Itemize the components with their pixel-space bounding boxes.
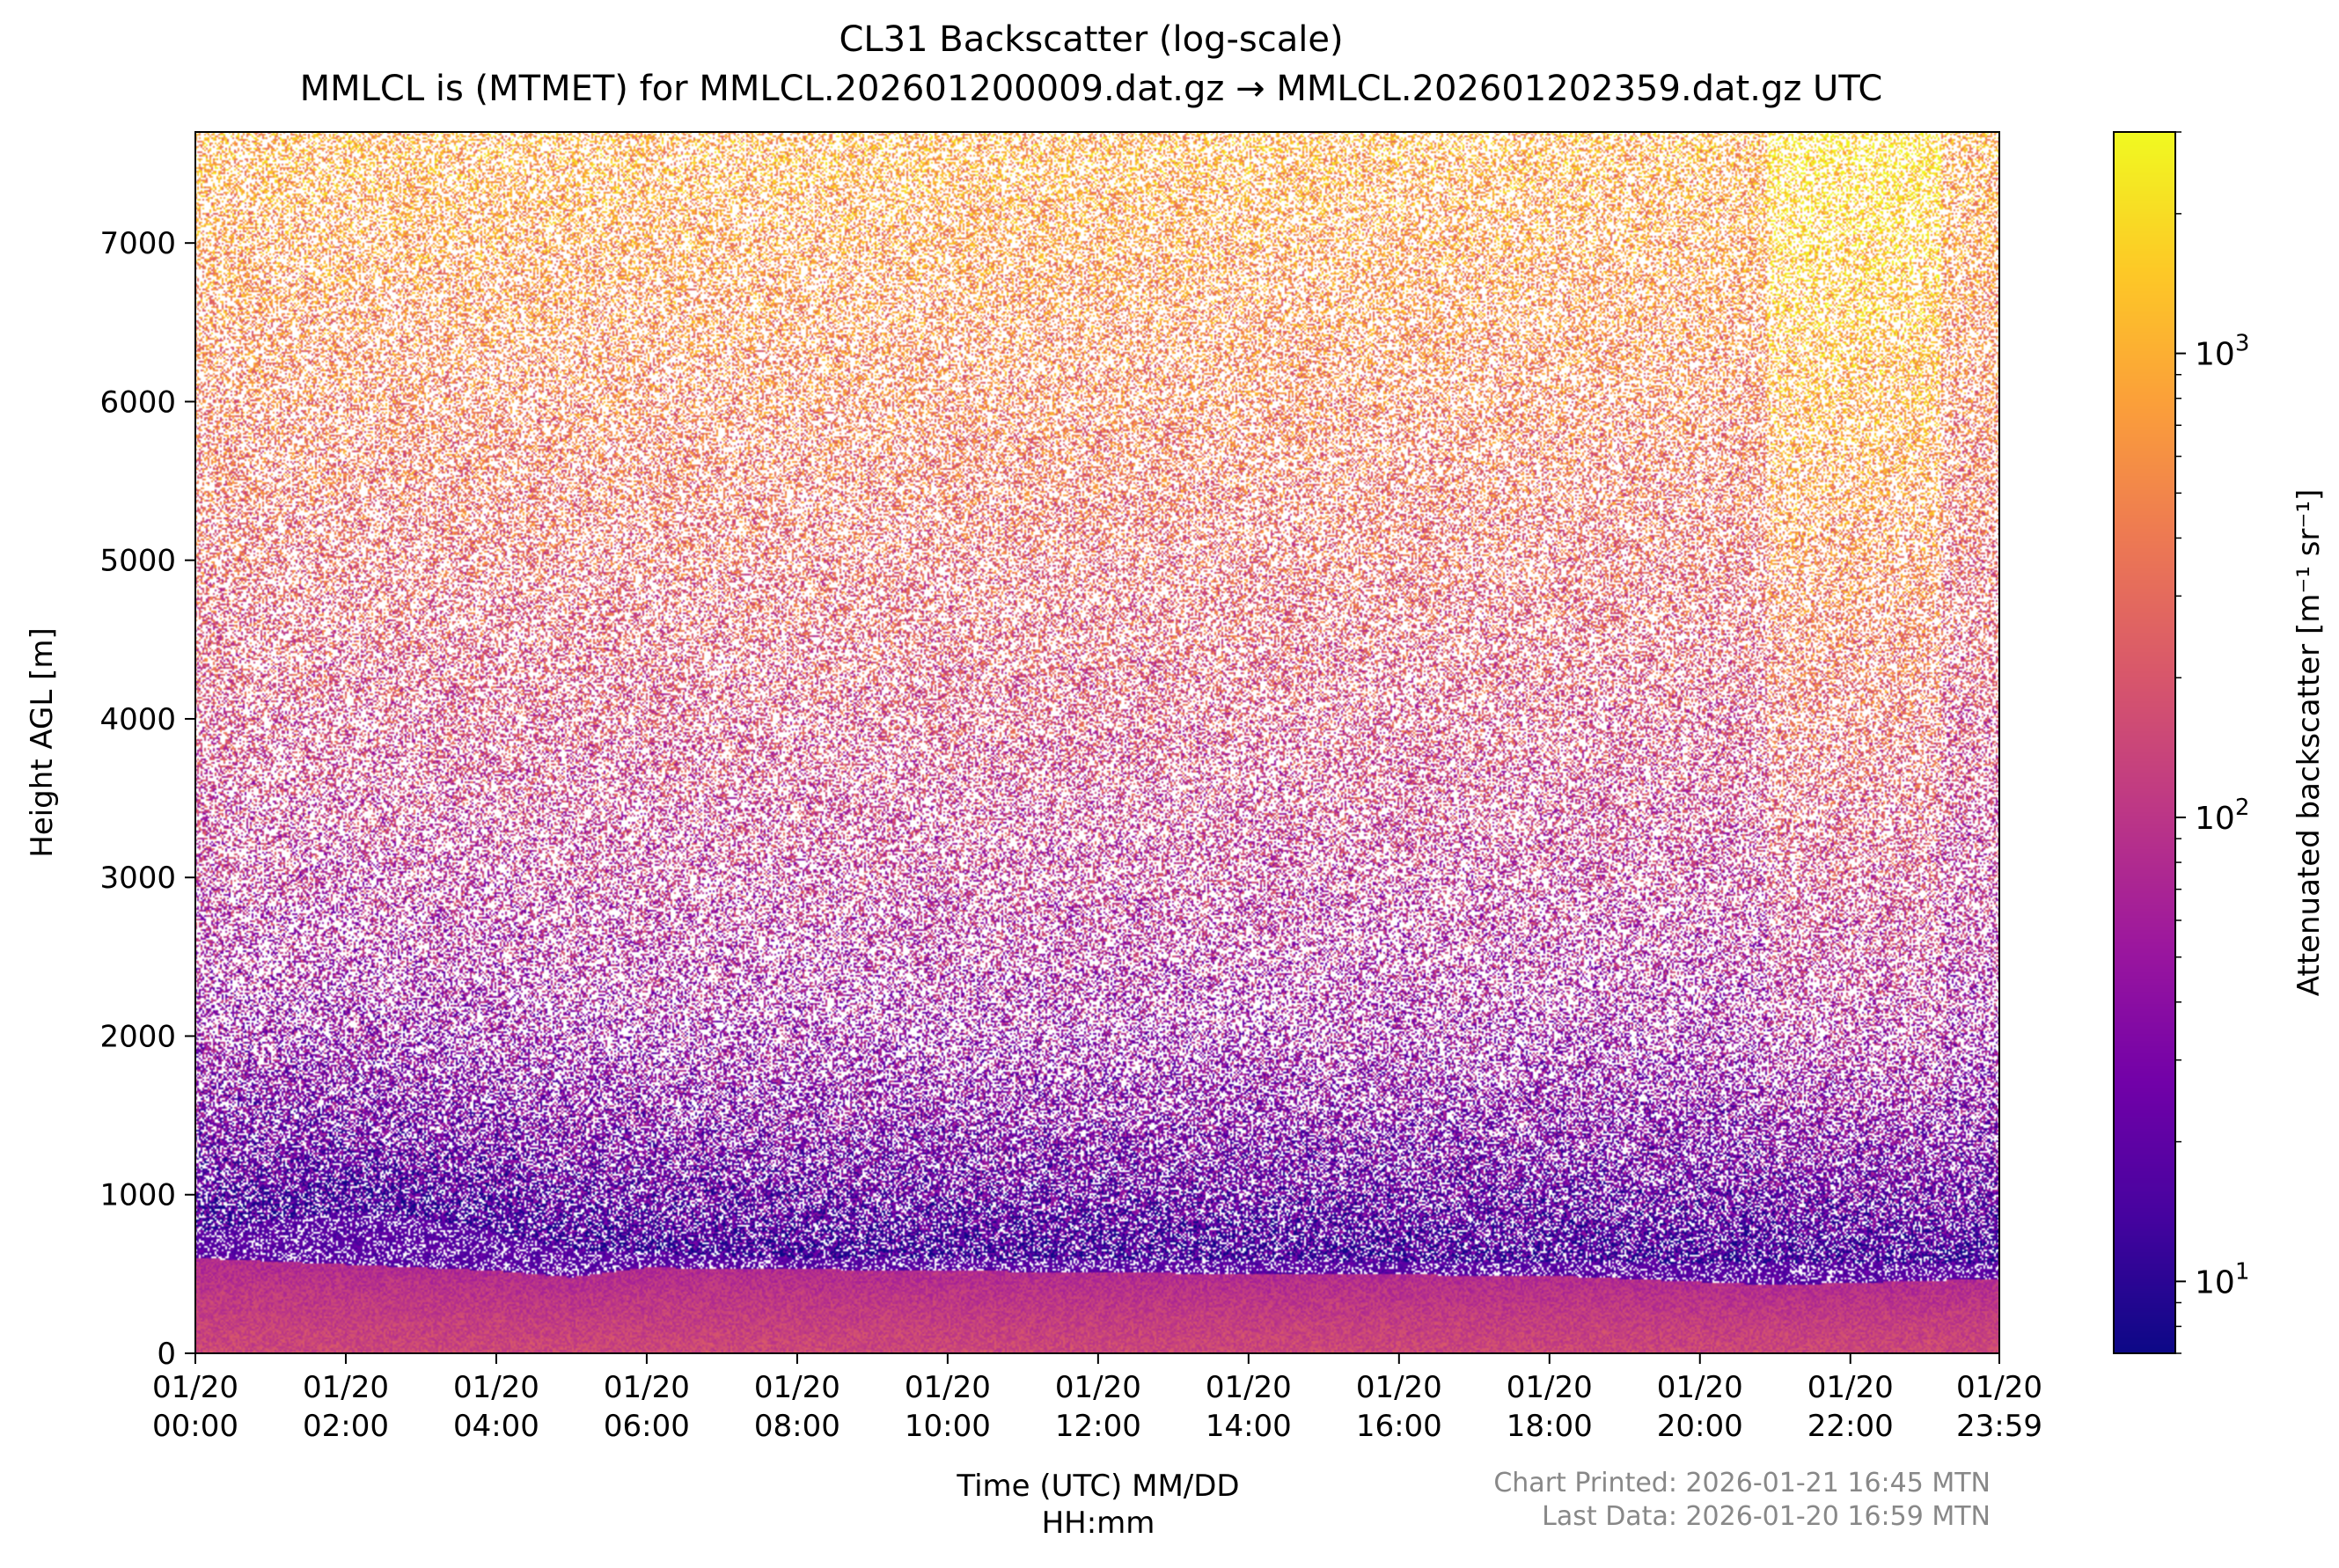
y-axis-label: Height AGL [m] [25,627,60,858]
x-tick-date: 01/20 [1657,1370,1743,1405]
x-tick-date: 01/20 [303,1370,389,1405]
colorbar-gradient [2114,132,2175,1353]
x-tick-time: 23:59 [1956,1409,2042,1444]
x-tick-date: 01/20 [1055,1370,1141,1405]
x-tick-time: 10:00 [905,1409,991,1444]
x-axis-label-line1: Time (UTC) MM/DD [957,1469,1240,1504]
x-tick-date: 01/20 [905,1370,991,1405]
plot-area [195,132,1999,1353]
chart-subtitle: MMLCL is (MTMET) for MMLCL.202601200009.… [299,69,1883,109]
y-tick-label: 7000 [99,226,176,261]
colorbar-label: Attenuated backscatter [m⁻¹ sr⁻¹] [2291,488,2327,997]
x-axis-label: Time (UTC) MM/DD HH:mm [957,1468,1239,1542]
x-tick-date: 01/20 [1507,1370,1593,1405]
x-tick-date: 01/20 [1206,1370,1292,1405]
y-tick-label: 5000 [99,544,176,579]
colorbar-tick-label: 102 [2195,795,2249,837]
x-tick-date: 01/20 [754,1370,840,1405]
x-tick-date: 01/20 [604,1370,690,1405]
x-tick-time: 14:00 [1206,1409,1292,1444]
y-axis: 0 1000 2000 3000 4000 5000 6000 7000 [99,226,195,1372]
x-tick-time: 06:00 [604,1409,690,1444]
x-tick-time: 02:00 [303,1409,389,1444]
colorbar-axis: 101 102 103 [2175,131,2249,1354]
x-tick-date: 01/20 [152,1370,238,1405]
colorbar-frame [2113,131,2176,1354]
backscatter-heatmap [195,132,1999,1353]
colorbar-tick-label: 103 [2195,331,2249,373]
x-axis: 01/20 00:00 01/20 02:00 01/20 04:00 01/20 06:00… [152,1353,2042,1444]
x-tick-date: 01/20 [1807,1370,1894,1405]
x-axis-label-line2: HH:mm [1041,1506,1155,1541]
x-tick-date: 01/20 [1956,1370,2042,1405]
x-tick-time: 18:00 [1507,1409,1593,1444]
y-tick-label: 2000 [99,1019,176,1054]
x-tick-date: 01/20 [453,1370,539,1405]
plot-frame [194,131,2000,1354]
colorbar-tick-label: 101 [2195,1258,2249,1301]
chart-printed-note: Chart Printed: 2026-01-21 16:45 MTN [1493,1468,1991,1498]
y-tick-label: 0 [157,1337,176,1372]
last-data-note: Last Data: 2026-01-20 16:59 MTN [1542,1501,1991,1532]
chart-title: CL31 Backscatter (log-scale) [839,19,1344,60]
x-tick-date: 01/20 [1356,1370,1442,1405]
x-tick-time: 12:00 [1055,1409,1141,1444]
x-tick-time: 20:00 [1657,1409,1743,1444]
y-tick-label: 1000 [99,1178,176,1213]
y-tick-label: 3000 [99,861,176,896]
x-tick-time: 00:00 [152,1409,238,1444]
x-tick-time: 04:00 [453,1409,539,1444]
x-tick-time: 22:00 [1807,1409,1894,1444]
y-tick-label: 6000 [99,385,176,420]
x-tick-time: 08:00 [754,1409,840,1444]
y-tick-label: 4000 [99,702,176,737]
x-tick-time: 16:00 [1356,1409,1442,1444]
